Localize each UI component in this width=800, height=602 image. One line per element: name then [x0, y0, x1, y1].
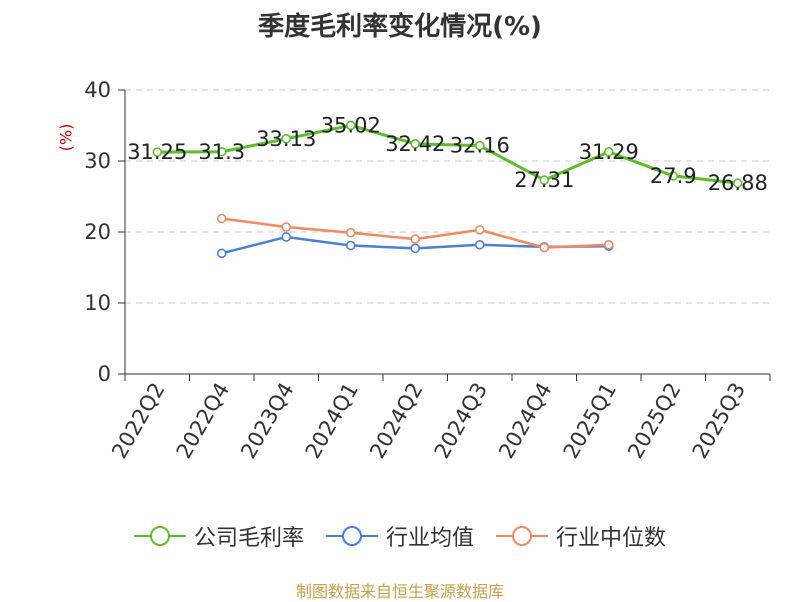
data-point [474, 225, 485, 235]
data-point [603, 239, 614, 250]
data-point [732, 178, 743, 188]
data-point [216, 248, 227, 259]
y-tick-label: 30 [84, 149, 111, 173]
data-point [152, 147, 163, 157]
legend-swatch-industry-mean-icon [325, 526, 378, 546]
legend-swatch-industry-median-icon [496, 526, 548, 546]
data-point [410, 139, 421, 149]
data-label: 27.31 [514, 168, 574, 192]
data-point [281, 222, 292, 232]
data-point [474, 239, 485, 250]
data-point [345, 120, 356, 131]
legend-item-industry-mean[interactable]: 行业均值 [325, 520, 474, 552]
data-label: 33.13 [256, 127, 316, 151]
data-label: 32.16 [450, 134, 510, 158]
legend-label-company: 公司毛利率 [193, 526, 304, 551]
x-tick-label: 2024Q4 [494, 379, 556, 463]
x-tick-label: 2023Q4 [236, 379, 298, 463]
data-point [281, 232, 292, 242]
data-point [345, 227, 356, 238]
data-point [345, 240, 356, 251]
data-source-note: 制图数据来自恒生聚源数据库 [295, 582, 504, 601]
data-label: 32.42 [385, 132, 445, 156]
legend: 公司毛利率 行业均值 行业中位数 [0, 520, 800, 552]
data-point [216, 146, 227, 157]
data-point [603, 147, 614, 157]
x-tick-label: 2025Q2 [623, 379, 685, 463]
x-tick-label: 2024Q1 [301, 379, 363, 463]
chart-title: 季度毛利率变化情况(%) [258, 12, 542, 42]
x-tick-label: 2024Q2 [365, 379, 427, 463]
y-tick-label: 20 [84, 220, 111, 244]
y-tick-label: 0 [98, 362, 111, 386]
data-label: 26.88 [708, 171, 768, 195]
data-label: 31.3 [198, 140, 245, 164]
x-tick-label: 2024Q3 [430, 379, 492, 463]
data-point [410, 243, 421, 254]
legend-label-industry-median: 行业中位数 [556, 526, 667, 551]
data-point [410, 234, 421, 244]
data-point [539, 242, 550, 253]
data-point [474, 140, 485, 151]
legend-swatch-company-icon [133, 526, 186, 546]
data-point [668, 171, 679, 181]
legend-item-industry-median[interactable]: 行业中位数 [496, 520, 666, 552]
data-point [281, 133, 292, 144]
data-point [216, 213, 227, 224]
legend-item-company[interactable]: 公司毛利率 [133, 520, 304, 552]
x-tick-label: 2025Q1 [559, 379, 621, 463]
x-tick-label: 2022Q4 [172, 379, 234, 463]
series-line [157, 123, 738, 185]
data-point [539, 175, 550, 185]
data-label: 35.02 [321, 113, 381, 137]
y-tick-label: 10 [84, 291, 111, 315]
data-label: 31.25 [127, 140, 187, 164]
x-tick-label: 2025Q3 [688, 379, 750, 463]
y-tick-label: 40 [84, 78, 111, 102]
x-tick-label: 2022Q2 [107, 379, 169, 463]
legend-label-industry-mean: 行业均值 [385, 526, 474, 551]
data-label: 31.29 [579, 140, 639, 164]
data-label: 27.9 [650, 164, 697, 188]
